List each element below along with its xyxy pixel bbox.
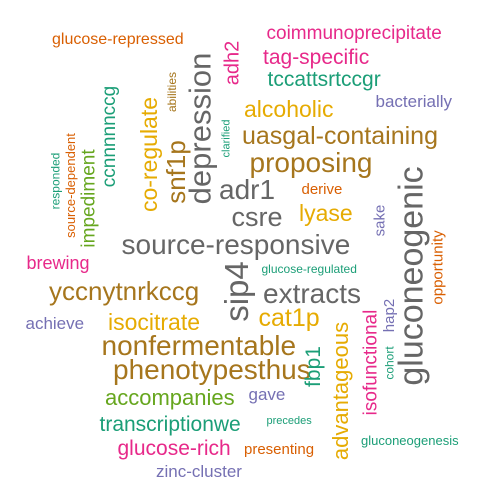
word-abilities: abilities bbox=[165, 71, 180, 113]
word-glucose-rich: glucose-rich bbox=[117, 436, 231, 460]
word-precedes: precedes bbox=[266, 414, 312, 427]
word-uasgal-containing: uasgal-containing bbox=[242, 121, 438, 150]
word-accompanies: accompanies bbox=[105, 385, 235, 410]
word-yccnytnrkccg: yccnytnrkccg bbox=[49, 276, 200, 306]
word-cohort: cohort bbox=[382, 346, 397, 380]
word-source-dependent: source-dependent bbox=[62, 132, 78, 238]
word-responded: responded bbox=[47, 152, 62, 210]
word-ccnnnnnccg: ccnnnnnccg bbox=[98, 85, 120, 187]
word-tccattsrtccgr: tccattsrtccgr bbox=[267, 67, 381, 91]
word-presenting: presenting bbox=[244, 440, 315, 458]
word-proposing: proposing bbox=[249, 147, 373, 178]
word-isocitrate: isocitrate bbox=[108, 308, 201, 335]
word-csre: csre bbox=[231, 201, 283, 232]
word-fbp1: fbp1 bbox=[301, 345, 325, 387]
word-co-regulate: co-regulate bbox=[135, 96, 162, 212]
word-coimmunoprecipitate: coimmunoprecipitate bbox=[266, 22, 442, 44]
word-brewing: brewing bbox=[26, 253, 90, 273]
word-extracts: extracts bbox=[263, 278, 362, 309]
word-glucose-regulated: glucose-regulated bbox=[261, 262, 357, 276]
word-clarified: clarified bbox=[220, 119, 233, 157]
word-nonfermentable: nonfermentable bbox=[101, 330, 297, 361]
word-bacterially: bacterially bbox=[375, 91, 453, 111]
word-sake: sake bbox=[371, 204, 389, 236]
word-hap2: hap2 bbox=[380, 298, 398, 332]
word-lyase: lyase bbox=[299, 199, 353, 226]
word-snf1p: snf1p bbox=[160, 140, 191, 204]
word-cat1p: cat1p bbox=[258, 303, 320, 332]
word-alcoholic: alcoholic bbox=[244, 95, 334, 122]
word-opportunity: opportunity bbox=[429, 229, 447, 305]
word-adh2: adh2 bbox=[220, 40, 243, 86]
word-zinc-cluster: zinc-cluster bbox=[156, 461, 242, 481]
word-derive: derive bbox=[301, 180, 343, 198]
word-adr1: adr1 bbox=[219, 174, 276, 205]
word-tag-specific: tag-specific bbox=[263, 45, 370, 69]
word-glucose-repressed: glucose-repressed bbox=[52, 31, 184, 48]
word-phenotypesthus: phenotypesthus bbox=[113, 354, 311, 385]
word-source-responsive: source-responsive bbox=[121, 229, 351, 260]
word-advantageous: advantageous bbox=[328, 321, 354, 461]
word-sip4: sip4 bbox=[217, 260, 255, 322]
word-transcriptionwe: transcriptionwe bbox=[99, 412, 241, 436]
word-gluconeogenesis: gluconeogenesis bbox=[361, 432, 459, 448]
word-gluconeogenic: gluconeogenic bbox=[392, 166, 431, 386]
word-achieve: achieve bbox=[25, 313, 85, 333]
word-isofunctional: isofunctional bbox=[360, 309, 382, 415]
word-gave: gave bbox=[248, 384, 286, 404]
word-impediment: impediment bbox=[78, 148, 100, 248]
